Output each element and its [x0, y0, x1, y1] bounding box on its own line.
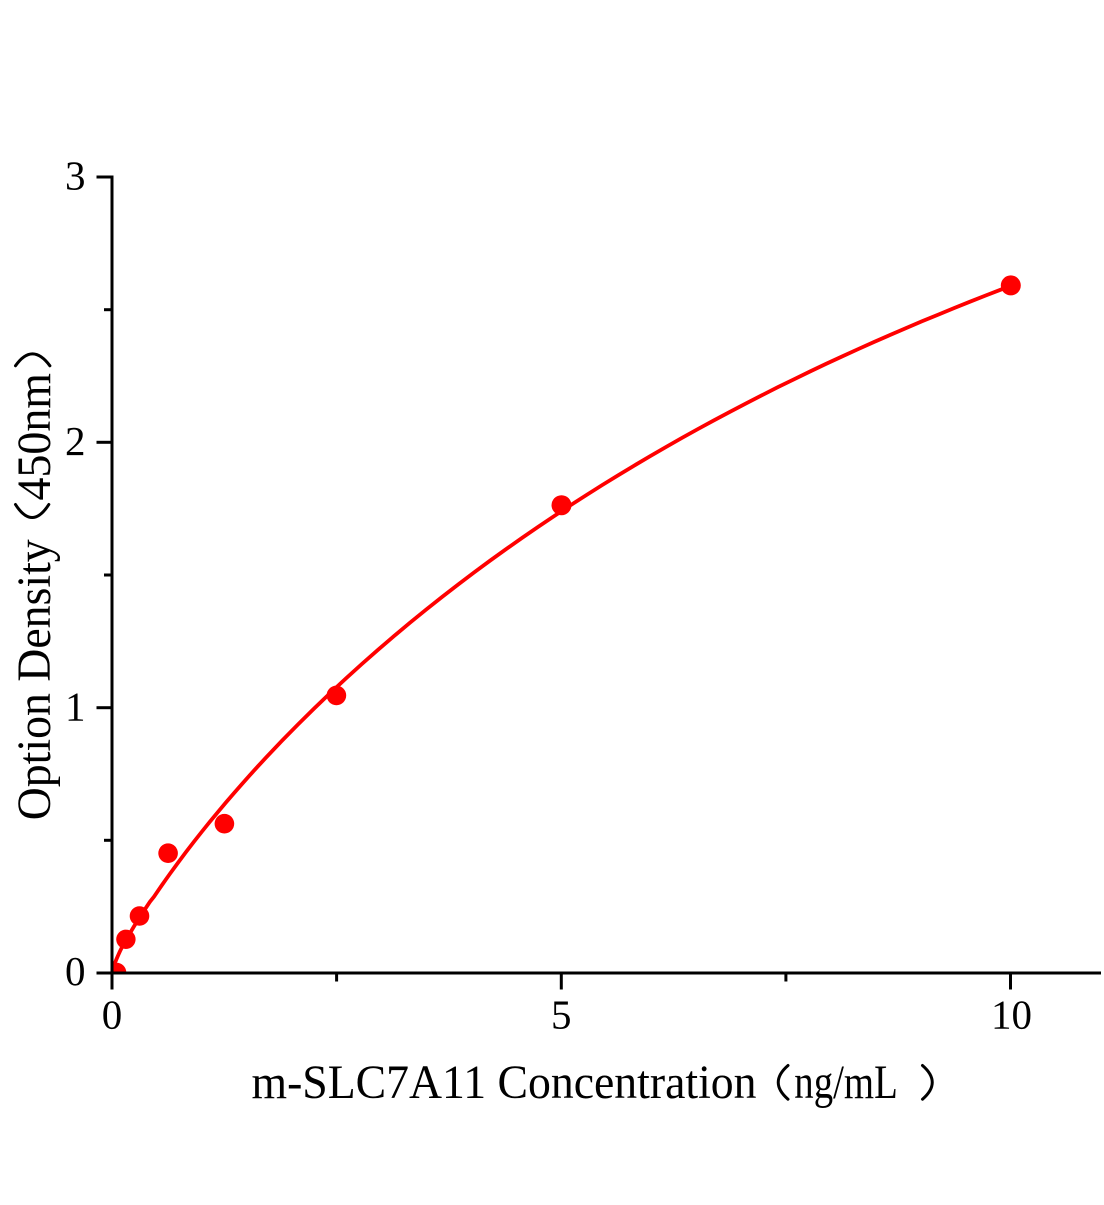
svg-text:10: 10: [991, 992, 1032, 1038]
svg-text:0: 0: [102, 992, 123, 1038]
svg-text:Option Density: Option Density: [8, 539, 61, 820]
svg-text:ng/mL: ng/mL: [794, 1056, 898, 1109]
svg-text:450nm: 450nm: [8, 373, 61, 501]
svg-text:0: 0: [65, 948, 86, 994]
svg-text:1: 1: [65, 684, 86, 730]
svg-text:2: 2: [65, 418, 86, 464]
svg-text:m-SLC7A11 Concentration: m-SLC7A11 Concentration: [252, 1056, 757, 1109]
svg-text:3: 3: [65, 153, 86, 199]
svg-text:5: 5: [551, 992, 572, 1038]
